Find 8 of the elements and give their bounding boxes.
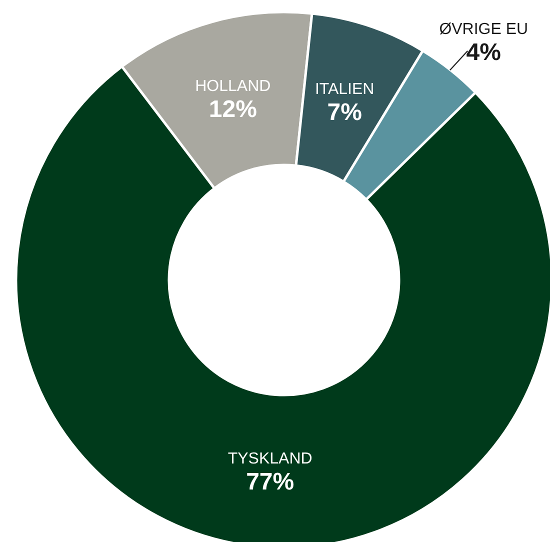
slice-label: TYSKLAND bbox=[228, 450, 312, 468]
slice-label: ØVRIGE EU bbox=[439, 20, 528, 38]
data-label: 7% bbox=[327, 98, 362, 126]
data-label: 4% bbox=[466, 38, 501, 66]
slice-label: HOLLAND bbox=[195, 78, 271, 95]
data-label: 12% bbox=[208, 96, 257, 123]
data-label: 77% bbox=[246, 468, 294, 496]
slice-label: ITALIEN bbox=[314, 80, 374, 98]
